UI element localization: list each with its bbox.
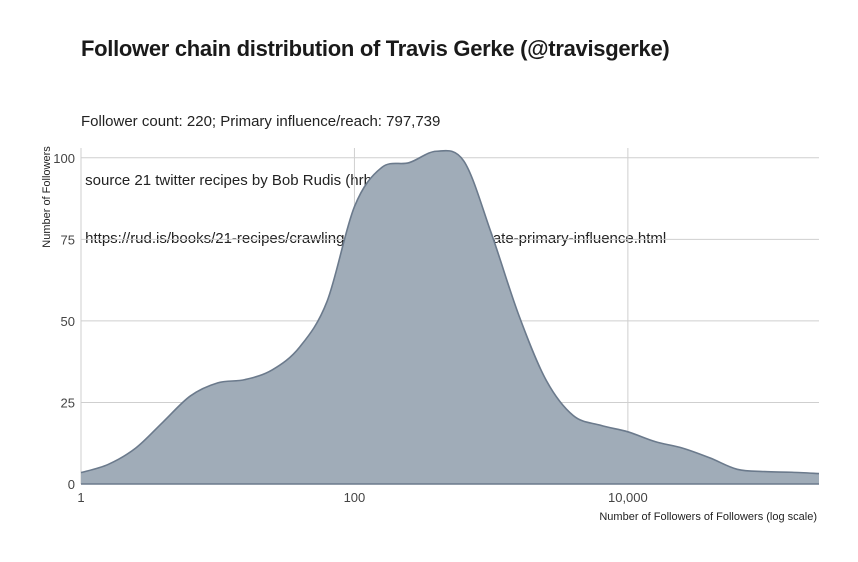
subtitle-line-1: Follower count: 220; Primary influence/r… — [81, 113, 441, 130]
y-tick-label: 75 — [61, 232, 75, 247]
y-tick-label: 100 — [53, 151, 75, 166]
y-tick-label: 25 — [61, 395, 75, 410]
chart-title: Follower chain distribution of Travis Ge… — [81, 36, 670, 61]
y-tick-label: 0 — [68, 477, 75, 492]
density-fill — [81, 150, 819, 485]
density-line — [80, 149, 820, 475]
x-tick-label: 10,000 — [608, 490, 648, 505]
y-tick-label: 50 — [61, 314, 75, 329]
x-tick-label: 1 — [77, 490, 84, 505]
axes: 0 25 50 75 100 1 100 10,000 — [53, 151, 647, 505]
density-area — [80, 149, 820, 485]
x-tick-label: 100 — [344, 490, 366, 505]
x-axis-title: Number of Followers of Followers (log sc… — [599, 511, 817, 523]
y-axis-title: Number of Followers — [41, 146, 53, 248]
